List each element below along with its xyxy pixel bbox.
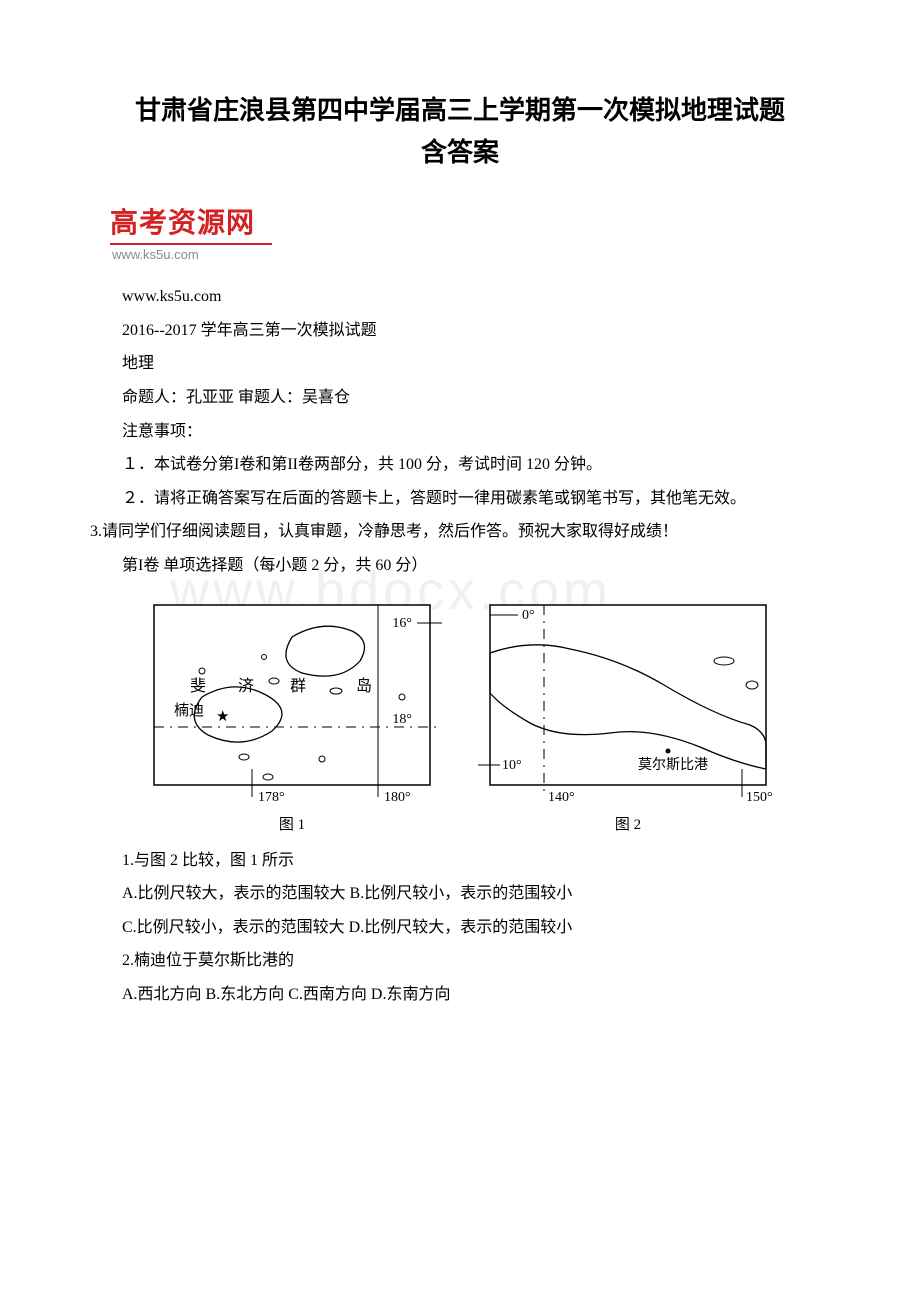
section-1: 第I卷 单项选择题（每小题 2 分，共 60 分）	[90, 549, 830, 583]
year-line: 2016--2017 学年高三第一次模拟试题	[90, 314, 830, 348]
figure-captions: 图 1 图 2	[90, 813, 830, 834]
note-3: 3.请同学们仔细阅读题目，认真审题，冷静思考，然后作答。预祝大家取得好成绩！	[90, 515, 830, 549]
port-label: 莫尔斯比港	[638, 757, 708, 773]
lat-0-label: 0°	[522, 608, 535, 623]
notice-head: 注意事项：	[90, 415, 830, 449]
map-1: 16° 18° 178° 180° 斐 济 群 岛 楠迪 ★	[142, 597, 442, 807]
page-title: 甘肃省庄浪县第四中学届高三上学期第一次模拟地理试题 含答案	[90, 90, 830, 173]
lon-150-label: 150°	[746, 790, 773, 805]
logo-red-text: 高考资源网	[110, 201, 830, 245]
question-1: 1.与图 2 比较，图 1 所示	[90, 844, 830, 878]
lon-180-label: 180°	[384, 790, 411, 805]
star-marker: ★	[216, 709, 229, 725]
lat-16-label: 16°	[392, 616, 412, 631]
note-2: ２．请将正确答案写在后面的答题卡上，答题时一律用碳素笔或钢笔书写，其他笔无效。	[90, 482, 830, 516]
subject-line: 地理	[90, 347, 830, 381]
nandi-label: 楠迪	[174, 702, 204, 719]
logo-url: www.ks5u.com	[112, 247, 830, 262]
authors-line: 命题人：孔亚亚 审题人：吴喜仓	[90, 381, 830, 415]
fei-label: 斐	[190, 677, 206, 695]
body-content: www.ks5u.com 2016--2017 学年高三第一次模拟试题 地理 命…	[90, 280, 830, 582]
question-1-cd: C.比例尺较小，表示的范围较大 D.比例尺较大，表示的范围较小	[90, 911, 830, 945]
logo-underline	[110, 243, 272, 245]
dao-label: 岛	[356, 677, 372, 695]
site-logo: 高考资源网 www.ks5u.com	[110, 201, 830, 262]
question-2-opts: A.西北方向 B.东北方向 C.西南方向 D.东南方向	[90, 978, 830, 1012]
lon-140-label: 140°	[548, 790, 575, 805]
ji-label: 济	[238, 677, 254, 695]
lon-178-label: 178°	[258, 790, 285, 805]
figcap-2: 图 2	[478, 813, 778, 834]
title-line-1: 甘肃省庄浪县第四中学届高三上学期第一次模拟地理试题	[135, 96, 785, 125]
map-2: 0° 10° 140° 150° 莫尔斯比港	[478, 597, 778, 807]
qun-label: 群	[290, 677, 306, 695]
figure-row: 16° 18° 178° 180° 斐 济 群 岛 楠迪 ★ 0°	[90, 597, 830, 807]
lat-10-label: 10°	[502, 758, 522, 773]
questions-block: 1.与图 2 比较，图 1 所示 A.比例尺较大，表示的范围较大 B.比例尺较小…	[90, 844, 830, 1012]
lat-18-label: 18°	[392, 712, 412, 727]
figcap-1: 图 1	[142, 813, 442, 834]
title-line-2: 含答案	[421, 138, 499, 167]
note-1: １．本试卷分第I卷和第II卷两部分，共 100 分，考试时间 120 分钟。	[90, 448, 830, 482]
question-1-ab: A.比例尺较大，表示的范围较大 B.比例尺较小，表示的范围较小	[90, 877, 830, 911]
site-line: www.ks5u.com	[90, 280, 830, 314]
logo-text: 高考资源网	[110, 208, 255, 239]
question-2: 2.楠迪位于莫尔斯比港的	[90, 944, 830, 978]
